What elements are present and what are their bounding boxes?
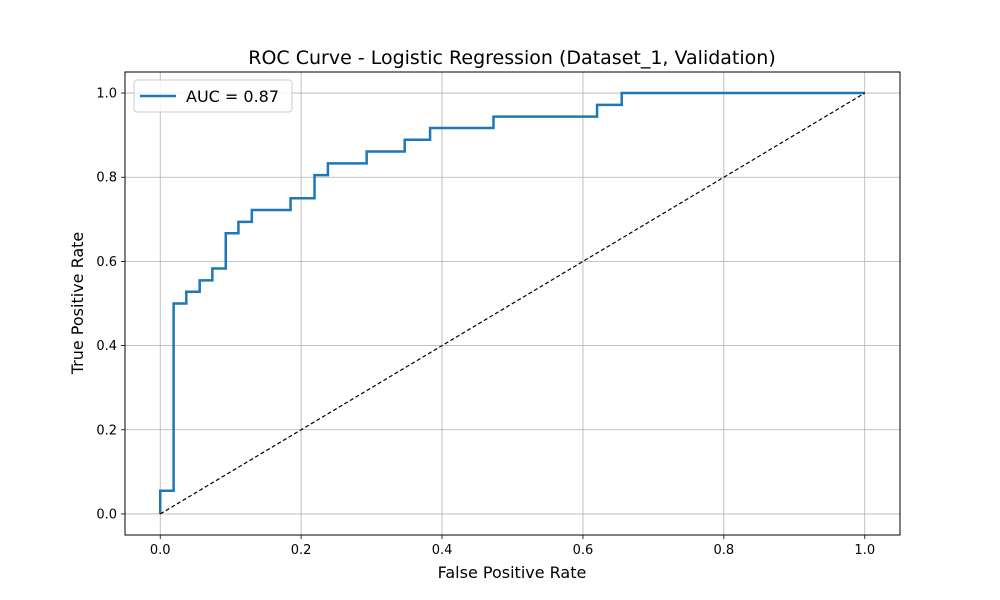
x-tick-label: 0.4 xyxy=(432,543,453,558)
y-tick-label: 0.8 xyxy=(96,171,117,186)
series-layer xyxy=(158,91,866,515)
legend-label: AUC = 0.87 xyxy=(186,87,279,106)
y-axis-label: True Positive Rate xyxy=(68,232,87,376)
y-tick-label: 0.6 xyxy=(96,255,117,270)
legend-box xyxy=(133,79,293,113)
y-tick-label: 1.0 xyxy=(96,87,117,102)
chart-title: ROC Curve - Logistic Regression (Dataset… xyxy=(248,47,775,69)
x-axis-label: False Positive Rate xyxy=(438,563,587,582)
plot-frame xyxy=(124,71,901,536)
x-tick-label: 0.0 xyxy=(150,543,171,558)
y-tick-label: 0.4 xyxy=(96,339,117,354)
legend: AUC = 0.87 xyxy=(133,79,293,113)
x-tick-label: 1.0 xyxy=(854,543,875,558)
chance-diagonal-line xyxy=(159,92,866,515)
ticks: 0.0 0.2 0.4 0.6 0.8 1.0 0.0 0.2 0.4 0.6 0.8 1.0 xyxy=(96,87,875,558)
x-tick-label: 0.8 xyxy=(714,543,735,558)
x-tick-label: 0.2 xyxy=(291,543,312,558)
grid xyxy=(125,72,900,535)
x-tick-label: 0.6 xyxy=(573,543,594,558)
roc-curve-line xyxy=(158,91,865,514)
y-tick-label: 0.2 xyxy=(96,423,117,438)
y-tick-label: 0.0 xyxy=(96,507,117,522)
